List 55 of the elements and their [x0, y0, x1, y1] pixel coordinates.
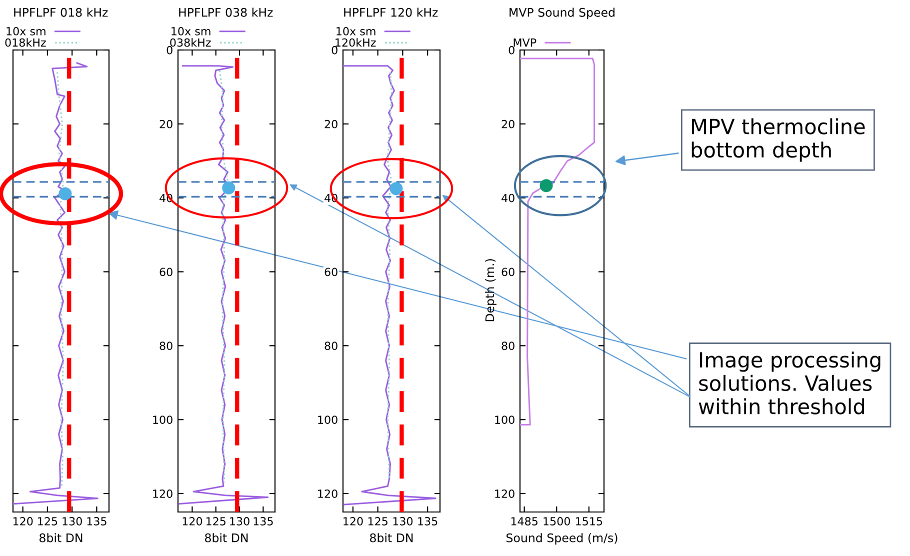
legend-label: 10x sm — [6, 27, 46, 36]
x-tick-label: 125 — [206, 517, 226, 526]
x-tick-label: 120 — [344, 517, 363, 526]
x-axis-title: Sound Speed (m/s) — [506, 533, 618, 545]
x-tick-label: 135 — [87, 517, 106, 526]
x-tick-label: 1515 — [576, 517, 602, 526]
y-tick-label: 60 — [502, 268, 514, 276]
x-axis-title: 8bit DN — [40, 533, 82, 542]
y-tick-label: 60 — [324, 268, 338, 276]
chart-title: HPFLPF 038 kHz — [179, 8, 273, 17]
y-tick-label: 0 — [508, 46, 514, 54]
x-axis-title: 8bit DN — [370, 533, 413, 542]
x-tick-label: 120 — [182, 517, 202, 526]
y-tick-label: 100 — [153, 416, 172, 424]
chart-title: HPFLPF 018 kHz — [14, 8, 108, 17]
y-tick-label: 100 — [495, 416, 514, 424]
x-tick-label: 130 — [62, 517, 82, 526]
x-axis-title: 8bit DN — [205, 533, 248, 542]
y-tick-label: 100 — [318, 416, 338, 424]
line-series — [178, 65, 269, 505]
x-tick-label: 125 — [38, 517, 58, 526]
x-tick-label: 135 — [418, 517, 438, 526]
legend-label: 018kHz — [5, 38, 46, 47]
y-tick-label: 60 — [160, 268, 172, 276]
y-tick-label: 120 — [318, 489, 338, 498]
chart-title: MVP Sound Speed — [510, 8, 614, 20]
y-tick-label: 40 — [502, 194, 514, 202]
x-tick-label: 1485 — [511, 517, 538, 526]
legend-label: 10x sm — [172, 27, 210, 36]
x-tick-label: 120 — [13, 517, 33, 526]
legend-label: 10x sm — [336, 27, 376, 36]
x-tick-label: 1500 — [544, 517, 570, 526]
legend-label: 038kHz — [170, 38, 211, 47]
legend-label: MVP — [514, 38, 536, 47]
x-tick-label: 125 — [368, 517, 388, 526]
x-tick-label: 130 — [393, 517, 413, 526]
x-tick-label: 130 — [230, 517, 250, 526]
line-series — [520, 58, 596, 426]
y-tick-label: 80 — [502, 342, 514, 350]
text: MPV thermocline bottom depth — [692, 118, 865, 162]
y-tick-label: 20 — [324, 120, 338, 128]
y-tick-label: 20 — [160, 120, 172, 128]
y-tick-label: 0 — [332, 46, 338, 54]
y-tick-label: 0 — [166, 46, 172, 54]
y-tick-label: 120 — [153, 489, 172, 498]
legend-label: 120kHz — [336, 38, 376, 47]
x-tick-label: 135 — [254, 517, 273, 526]
chart-title: HPFLPF 120 kHz — [344, 8, 438, 17]
line-series — [343, 65, 436, 506]
text: Image processing solutions. Values within threshold — [698, 352, 880, 414]
y-tick-label: 80 — [160, 342, 172, 350]
y-tick-label: 120 — [495, 489, 514, 498]
y-tick-label: 80 — [324, 342, 338, 350]
y-axis-title: Depth (m.) — [485, 259, 496, 322]
y-tick-label: 20 — [502, 120, 514, 128]
